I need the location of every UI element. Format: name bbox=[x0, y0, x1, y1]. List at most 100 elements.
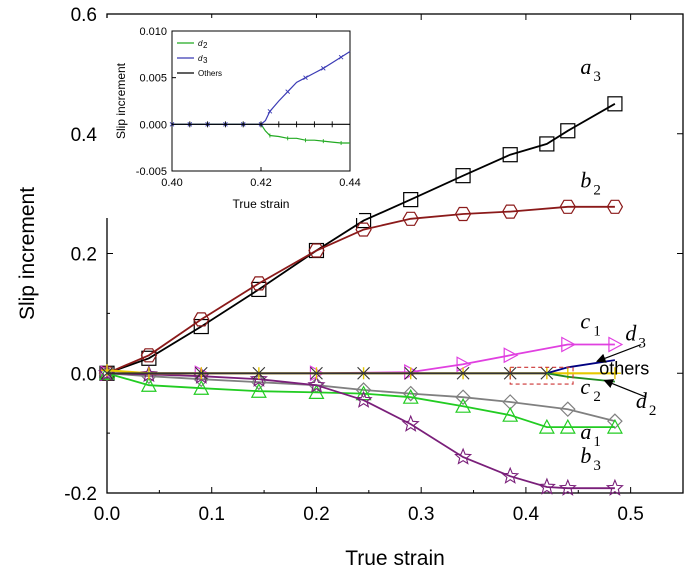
marker-a1 bbox=[402, 388, 419, 404]
annotation-sub-c1: 1 bbox=[593, 323, 601, 339]
marker-b3 bbox=[558, 478, 577, 496]
inset-x-tick-label: 0.42 bbox=[250, 177, 271, 189]
marker-a1 bbox=[193, 379, 210, 395]
marker-others-x bbox=[357, 366, 370, 380]
annotation-b3: b bbox=[580, 443, 591, 468]
inset-marker-d3 bbox=[338, 54, 344, 60]
marker-a1 bbox=[538, 418, 555, 434]
annotation-d2: d bbox=[636, 388, 648, 413]
marker-b3 bbox=[401, 414, 420, 432]
x-tick-label: 0.1 bbox=[199, 504, 225, 525]
y-tick-label: 0.6 bbox=[71, 5, 97, 26]
others-label: others bbox=[599, 358, 649, 378]
inset-y-tick-label: -0.005 bbox=[136, 166, 167, 178]
marker-b2 bbox=[193, 312, 210, 327]
marker-a3 bbox=[355, 212, 372, 229]
d2-arrow bbox=[603, 379, 647, 398]
marker-c1 bbox=[561, 336, 577, 353]
marker-a1 bbox=[140, 376, 157, 392]
marker-others-x bbox=[540, 366, 554, 380]
x-tick-label: 0.2 bbox=[303, 504, 329, 525]
inset-y-tick-label: 0.000 bbox=[139, 119, 167, 131]
series-a1 bbox=[98, 364, 623, 434]
marker-a3 bbox=[560, 123, 576, 139]
marker-a1 bbox=[455, 397, 472, 413]
marker-a3 bbox=[539, 136, 555, 152]
inset-marker-d3 bbox=[320, 66, 326, 71]
inset-y-tick-label: 0.010 bbox=[139, 26, 167, 38]
series-line-a3 bbox=[106, 103, 616, 375]
inset-x-axis-title: True strain bbox=[233, 197, 290, 211]
annotation-c2: c bbox=[580, 374, 590, 399]
marker-c2 bbox=[455, 389, 471, 406]
marker-b2 bbox=[402, 211, 419, 226]
annotation-b2: b bbox=[580, 168, 591, 193]
marker-c2 bbox=[607, 413, 623, 429]
marker-a1 bbox=[250, 382, 267, 398]
marker-others-x bbox=[456, 366, 470, 380]
y-tick-label: -0.2 bbox=[64, 484, 97, 505]
annotation-sub-b3: 3 bbox=[593, 458, 601, 474]
inset-x-tick-label: 0.40 bbox=[161, 177, 182, 189]
marker-a1 bbox=[559, 418, 576, 434]
marker-b2 bbox=[502, 204, 519, 219]
marker-a1 bbox=[308, 384, 325, 400]
marker-others-x bbox=[252, 366, 266, 380]
annotation-a1: a bbox=[580, 419, 591, 444]
series-line-d2 bbox=[546, 372, 615, 383]
inset-background bbox=[103, 18, 359, 218]
series-b3 bbox=[97, 363, 624, 496]
inset-plot: 0.40 0.42 0.44 -0.005 0.000 0.005 0.010 True st… bbox=[103, 18, 361, 218]
marker-c2 bbox=[559, 401, 576, 418]
x-tick-label: 0.4 bbox=[513, 504, 540, 525]
inset-legend-sub: 3 bbox=[203, 56, 208, 65]
marker-b2 bbox=[559, 199, 576, 214]
marker-others-x bbox=[194, 366, 208, 380]
annotation-a3: a bbox=[580, 54, 591, 79]
annotation-sub-c2: 2 bbox=[593, 389, 601, 405]
marker-others-x bbox=[404, 366, 418, 380]
marker-b2 bbox=[454, 206, 472, 222]
series-others-x bbox=[100, 366, 554, 380]
x-tick-label: 0.0 bbox=[94, 504, 120, 525]
inset-legend-label: d bbox=[198, 39, 203, 48]
marker-b2 bbox=[308, 243, 325, 258]
marker-c1 bbox=[503, 347, 519, 364]
series-line-b3 bbox=[106, 372, 615, 490]
annotation-sub-d3: 3 bbox=[638, 335, 646, 351]
d3-arrow bbox=[596, 343, 642, 363]
marker-others bbox=[101, 364, 113, 377]
inset-x-tick-label: 0.44 bbox=[339, 177, 360, 189]
marker-a3 bbox=[607, 96, 623, 112]
series-line-c1 bbox=[107, 343, 615, 375]
x-tick-label: 0.3 bbox=[408, 504, 434, 525]
marker-b2 bbox=[140, 348, 158, 363]
zoom-region-box bbox=[509, 366, 574, 385]
inset-marker-d3 bbox=[267, 108, 273, 114]
inset-series-Others bbox=[171, 121, 351, 128]
annotation-sub-a1: 1 bbox=[593, 434, 601, 450]
series-line-c2 bbox=[106, 372, 616, 422]
marker-a1 bbox=[606, 418, 623, 434]
marker-b2 bbox=[250, 276, 268, 291]
y-axis-title: Slip increment bbox=[16, 187, 39, 320]
marker-a3 bbox=[403, 192, 419, 208]
series-d2 bbox=[546, 372, 615, 383]
marker-b3 bbox=[307, 375, 326, 393]
marker-c2 bbox=[402, 385, 419, 402]
marker-others bbox=[608, 367, 621, 380]
y-tick-label: 0.0 bbox=[71, 364, 97, 385]
inset-legend-label: Others bbox=[198, 69, 222, 78]
y-tick-label: 0.4 bbox=[71, 125, 98, 146]
marker-b2 bbox=[606, 199, 624, 214]
marker-a3 bbox=[455, 168, 471, 184]
series-line-b2 bbox=[106, 205, 615, 375]
marker-others-x bbox=[100, 366, 114, 380]
marker-b2 bbox=[355, 222, 372, 237]
marker-b3 bbox=[501, 466, 520, 484]
y-tick-label: 0.2 bbox=[71, 245, 97, 266]
series-b2 bbox=[98, 199, 624, 381]
inset-y-axis-title: Slip increment bbox=[114, 62, 128, 139]
marker-b3 bbox=[249, 369, 268, 387]
